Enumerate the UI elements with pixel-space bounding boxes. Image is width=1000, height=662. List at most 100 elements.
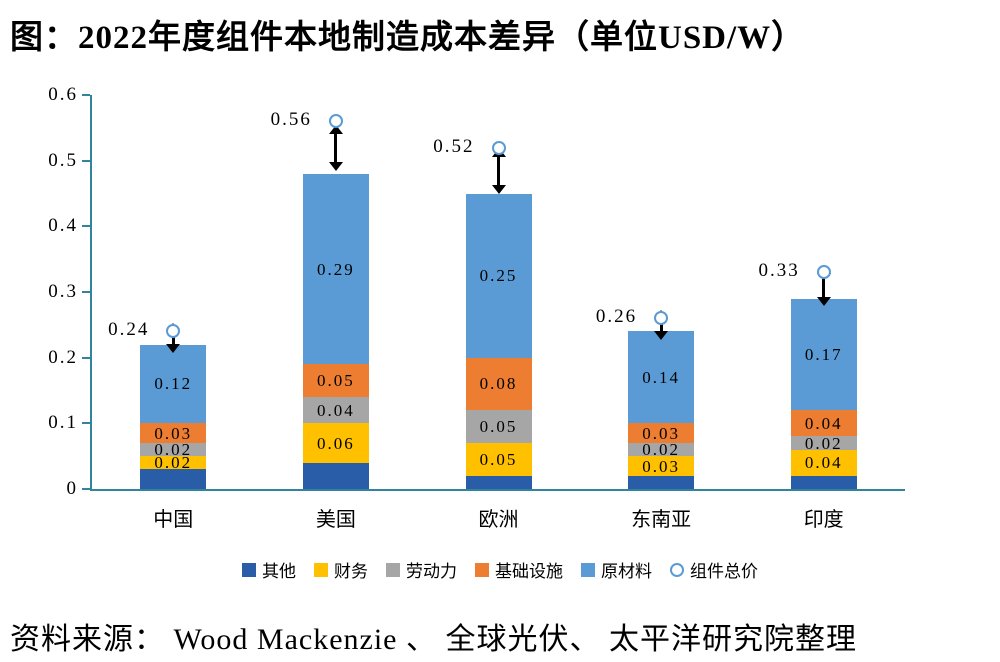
y-axis-tick	[82, 356, 90, 359]
total-price-marker-icon	[166, 324, 181, 339]
segment-value-label: 0.25	[479, 266, 518, 286]
segment-value-label: 0.02	[804, 433, 843, 453]
bar-segment: 0.25	[465, 193, 532, 358]
bar-segment: 0.04	[302, 397, 369, 424]
legend-item: 财务	[314, 557, 368, 582]
legend-color-swatch-icon	[386, 562, 400, 577]
legend-color-swatch-icon	[242, 562, 256, 577]
segment-value-label: 0.05	[479, 417, 518, 437]
segment-value-label: 0.03	[642, 456, 680, 476]
segment-value-label: 0.08	[479, 374, 518, 394]
x-axis-label: 美国	[315, 509, 356, 531]
legend: 其他 财务 劳动力 基础设施 原材料 组件总价	[0, 557, 1000, 582]
bar-segment: 0.02	[628, 440, 695, 460]
bar-segment: 0.05	[465, 443, 532, 476]
y-axis-tick	[82, 488, 90, 490]
bar-segment: 0.17	[790, 298, 857, 411]
segment-value-label: 0.02	[154, 453, 193, 473]
segment-value-label: 0.29	[317, 259, 355, 279]
segment-value-label: 0.02	[154, 440, 193, 460]
segment-value-label: 0.05	[479, 449, 518, 469]
bar-segment	[465, 475, 532, 489]
segment-value-label: 0.02	[642, 440, 680, 460]
arrow-stem	[334, 133, 338, 162]
legend-item: 组件总价	[670, 557, 758, 582]
arrow-stem	[822, 274, 826, 297]
bar-segment: 0.02	[140, 453, 207, 473]
y-axis-tick-label: 0.5	[48, 149, 78, 171]
legend-item: 基础设施	[475, 557, 563, 582]
total-value-label: 0.24	[108, 319, 150, 341]
legend-item: 原材料	[581, 557, 652, 582]
legend-circle-marker-icon	[670, 562, 684, 577]
x-axis-label: 印度	[803, 509, 844, 531]
bar-segment: 0.04	[790, 410, 857, 437]
total-price-marker-icon	[816, 265, 831, 280]
y-axis-tick	[82, 422, 90, 425]
x-axis-label: 东南亚	[631, 509, 692, 531]
x-axis-label: 欧洲	[478, 509, 519, 531]
bar-segment	[302, 462, 369, 489]
bar-segment: 0.03	[140, 423, 207, 444]
segment-value-label: 0.04	[804, 413, 843, 433]
y-axis-tick-label: 0.3	[48, 281, 78, 302]
legend-label: 其他	[262, 562, 296, 581]
y-axis-tick-label: 0	[66, 478, 78, 499]
segment-value-label: 0.12	[154, 374, 193, 394]
bar-segment: 0.12	[140, 344, 207, 424]
legend-label: 原材料	[601, 562, 652, 581]
y-axis-tick	[82, 94, 90, 96]
range-arrow	[328, 124, 343, 171]
legend-label: 财务	[334, 562, 368, 581]
segment-value-label: 0.04	[804, 453, 843, 473]
y-axis-tick	[82, 159, 90, 162]
arrow-down-head-icon	[491, 184, 506, 194]
bar-segment: 0.08	[465, 357, 532, 411]
arrow-down-head-icon	[816, 296, 831, 306]
arrow-stem	[497, 156, 500, 185]
total-price-marker-icon	[328, 114, 343, 129]
bar-segment	[628, 475, 695, 489]
arrow-down-head-icon	[328, 161, 343, 171]
bar-segment: 0.05	[465, 410, 532, 444]
total-value-label: 0.52	[433, 135, 475, 157]
arrow-down-head-icon	[166, 343, 181, 353]
bar-segment: 0.14	[628, 331, 695, 424]
total-price-marker-icon	[654, 311, 669, 326]
segment-value-label: 0.14	[642, 367, 680, 387]
bar-segment: 0.03	[628, 423, 695, 444]
y-axis-tick-label: 0.4	[48, 215, 78, 237]
legend-item: 劳动力	[386, 557, 457, 582]
segment-value-label: 0.03	[642, 423, 680, 443]
bar-segment: 0.06	[302, 423, 369, 463]
legend-color-swatch-icon	[581, 562, 595, 577]
bar-segment: 0.04	[790, 449, 857, 476]
legend-color-swatch-icon	[475, 562, 489, 577]
legend-label: 组件总价	[690, 562, 758, 581]
source-note: 资料来源： Wood Mackenzie 、 全球光伏、 太平洋研究院整理	[10, 623, 857, 656]
total-value-label: 0.33	[758, 260, 800, 282]
arrow-down-head-icon	[654, 330, 669, 340]
y-axis-tick-label: 0.6	[48, 84, 78, 105]
bar-segment: 0.05	[302, 364, 369, 398]
bar-group: 0.06 0.04 0.05 0.29	[302, 95, 369, 489]
legend-item: 其他	[242, 557, 296, 582]
legend-color-swatch-icon	[314, 562, 328, 577]
segment-value-label: 0.17	[804, 344, 843, 364]
arrow-up-head-icon	[328, 124, 343, 134]
bar-group: 0.02 0.02 0.03 0.12	[140, 95, 207, 489]
chart-title: 图：2022年度组件本地制造成本差异（单位USD/W）	[10, 20, 806, 56]
segment-value-label: 0.04	[317, 400, 355, 420]
legend-label: 基础设施	[495, 562, 563, 581]
bar-segment: 0.03	[628, 456, 695, 476]
bar-segment	[140, 469, 207, 489]
total-value-label: 0.56	[270, 109, 312, 131]
bar-group: 0.04 0.02 0.04 0.17	[790, 95, 857, 489]
bar-segment: 0.02	[140, 440, 207, 460]
segment-value-label: 0.03	[154, 423, 193, 443]
bar-segment: 0.29	[302, 173, 369, 365]
bar-segment: 0.02	[790, 433, 857, 453]
x-axis-label: 中国	[153, 509, 194, 531]
